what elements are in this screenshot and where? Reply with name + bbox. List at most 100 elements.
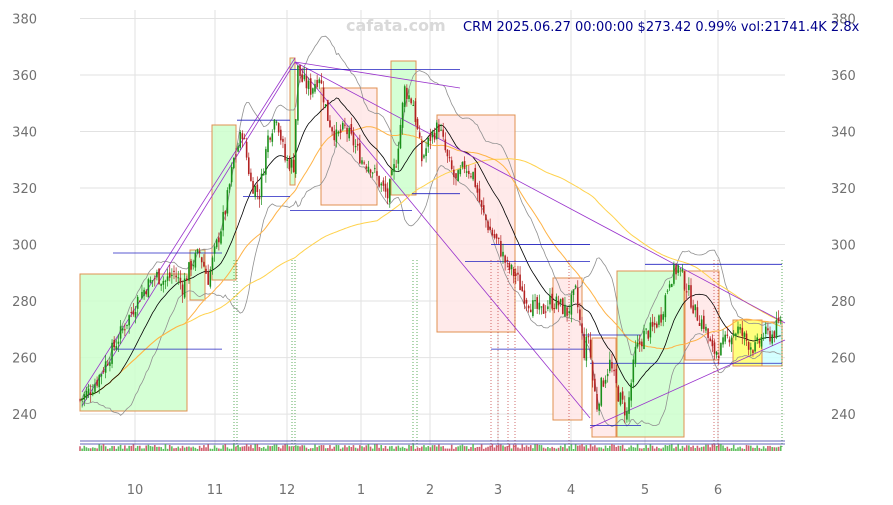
volume-bar (416, 447, 419, 451)
volume-bar (401, 446, 404, 451)
volume-bar (557, 447, 560, 451)
volume-bar (312, 448, 314, 451)
volume-bars (79, 440, 785, 451)
candle-body (106, 363, 109, 366)
candle-body (529, 309, 532, 313)
volume-bar (459, 445, 462, 451)
candle-body (401, 102, 404, 128)
volume-bar (455, 447, 457, 451)
candle-body (139, 300, 141, 302)
volume-bar (211, 448, 214, 451)
candle-body (203, 261, 205, 267)
phase-box (79, 273, 188, 412)
candle-body (247, 157, 250, 175)
candle-body (728, 339, 731, 343)
candle-body (188, 262, 190, 281)
volume-bar (213, 445, 216, 451)
candle-body (762, 337, 765, 339)
candle-body (683, 271, 686, 290)
volume-bar (403, 447, 406, 451)
volume-bar (414, 448, 417, 451)
volume-bar (153, 445, 156, 451)
candle-body (87, 388, 90, 394)
candle-body (243, 138, 246, 140)
candle-body (621, 391, 624, 400)
candle-body (109, 362, 111, 366)
volume-bar (425, 447, 427, 451)
candle-body (709, 338, 712, 342)
volume-bar (391, 445, 393, 451)
volume-bar (352, 445, 355, 451)
candle-body (465, 171, 468, 173)
volume-bar (250, 444, 252, 451)
volume-bar (365, 445, 368, 451)
candle-body (491, 229, 494, 236)
candle-body (305, 75, 308, 89)
candle-body (211, 257, 214, 270)
candle-body (534, 300, 536, 302)
volume-bar (269, 446, 271, 451)
candle-body (200, 257, 203, 263)
candle-body (149, 279, 152, 283)
volume-bar (228, 448, 231, 451)
candle-body (632, 359, 635, 383)
candle-body (130, 311, 133, 314)
candle-body (574, 285, 577, 288)
volume-bar (615, 446, 618, 451)
volume-bar (623, 448, 626, 451)
candle-body (730, 337, 733, 345)
volume-bar (384, 445, 387, 451)
volume-bar (690, 447, 692, 451)
candle-body (190, 260, 192, 270)
volume-bar (756, 445, 759, 451)
candle-body (354, 146, 357, 148)
volume-bar (779, 445, 782, 451)
volume-bar (267, 445, 269, 451)
volume-bar (775, 447, 778, 451)
volume-bar (367, 444, 370, 451)
level-lines (113, 68, 782, 426)
volume-bar (147, 444, 150, 451)
volume-bar (160, 447, 162, 451)
candle-body (510, 264, 513, 270)
candle-body (745, 333, 748, 341)
volume-bar (371, 448, 374, 451)
volume-bar (209, 448, 212, 451)
candle-body (258, 196, 261, 200)
candle-body (117, 341, 120, 344)
candle-body (696, 307, 699, 321)
volume-bar (525, 445, 528, 451)
volume-bar (327, 448, 329, 451)
candle-body (376, 171, 378, 176)
candle-body (181, 284, 184, 295)
volume-bar (241, 446, 244, 451)
volume-bar (700, 446, 703, 451)
candle-body (598, 403, 600, 411)
volume-bar (243, 446, 246, 451)
candle-body (602, 380, 605, 387)
volume-bar (164, 444, 167, 451)
candle-body (265, 149, 267, 175)
volume-bar (685, 445, 688, 451)
volume-bar (529, 445, 532, 451)
candle-body (517, 272, 519, 275)
candle-body (277, 123, 280, 133)
candle-body (380, 183, 383, 186)
volume-bar (606, 448, 609, 451)
candle-body (698, 322, 701, 326)
candle-body (327, 99, 329, 121)
candle-body (549, 295, 551, 305)
candle-body (158, 268, 160, 285)
candle-body (476, 185, 479, 193)
candle-body (421, 140, 423, 162)
x-tick-label: 10 (127, 483, 144, 498)
volume-bar (151, 446, 154, 451)
candle-body (547, 306, 549, 310)
volume-bar (339, 448, 342, 451)
volume-bar (230, 448, 233, 451)
volume-bar (677, 444, 679, 451)
volume-bar (79, 446, 81, 451)
candle-body (562, 298, 564, 314)
trendlines (81, 57, 786, 429)
